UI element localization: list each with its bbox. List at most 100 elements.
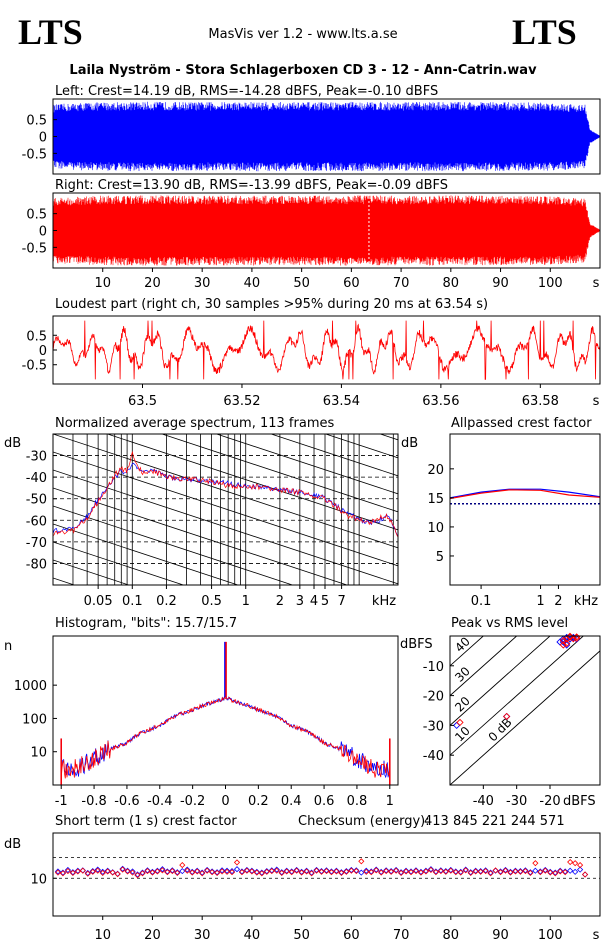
loudest-part-ytick-label: -0.5 (22, 359, 47, 374)
app-title: MasVis ver 1.2 - www.lts.a.se (208, 27, 397, 42)
short-term-point-left (552, 869, 559, 876)
spectrum-slope-line (53, 541, 185, 585)
histogram-curve-left (60, 696, 391, 780)
short-term-point-right (64, 868, 71, 875)
spectrum-title: Normalized average spectrum, 113 frames (55, 416, 334, 431)
short-term-point-right (263, 868, 270, 875)
short-term-point-right (412, 868, 420, 875)
right-waveform-xtick-label: s (593, 276, 600, 291)
short-term-point-left (378, 868, 385, 875)
short-term-point-right (238, 869, 246, 876)
short-term-point-left (189, 868, 196, 875)
short-term-point-right (427, 866, 434, 874)
crest-factor-ytick-label: 10 (427, 521, 444, 536)
short-term-point-right (402, 868, 410, 875)
spectrum-slope-line (53, 434, 398, 549)
short-term-point-left (64, 866, 71, 874)
crest-factor-ytick-label: 15 (427, 492, 444, 507)
short-term-point-left (427, 866, 434, 873)
histogram-xtick-label: 0.2 (248, 794, 269, 809)
short-term-point-right (452, 869, 459, 876)
left-waveform-ytick-label: -0.5 (22, 147, 47, 162)
short-term-point-right (323, 868, 330, 875)
peak-vs-rms-point-right (566, 632, 574, 640)
short-term-point-right (398, 869, 405, 877)
short-term-point-right (204, 867, 211, 874)
short-term-point-right (159, 867, 166, 874)
short-term-point-right (348, 867, 355, 874)
short-term-xtick-label: 90 (492, 928, 509, 943)
peak-vs-rms-diagonal-label: 40 (452, 634, 473, 655)
short-term-point-left (383, 867, 390, 874)
short-term-point-right (328, 869, 335, 876)
short-term-point-right (144, 868, 151, 875)
histogram-curves (60, 641, 391, 785)
file-title: Laila Nyström - Stora Schlagerboxen CD 3… (69, 63, 537, 78)
spectrum-xtick-label: 2 (276, 594, 284, 609)
short-term-point-right (99, 869, 106, 877)
peak-vs-rms-xtick-label: -40 (473, 794, 494, 809)
spectrum-xtick-label: 1 (242, 594, 250, 609)
short-term-point-right (358, 858, 365, 865)
short-term-point-left (572, 868, 579, 875)
spectrum-slope-line (269, 434, 398, 477)
right-waveform-xtick-label: 50 (293, 276, 310, 291)
short-term-point-right (298, 869, 305, 876)
crest-factor-frame (449, 433, 601, 586)
short-term-point-left (169, 867, 176, 874)
right-waveform-ytick-label: 0 (39, 225, 47, 240)
short-term-point-left (99, 868, 106, 875)
loudest-part-signal (52, 320, 601, 380)
short-term-crest-axes: 10 10 20 30 40 50 60 70 80 90 100 s (30, 872, 599, 943)
spectrum-xtick-label: 0.1 (122, 594, 143, 609)
spectrum-slope-line (53, 487, 349, 585)
short-term-point-right (577, 862, 584, 869)
short-term-point-left (422, 867, 430, 874)
crest-curve-left (449, 488, 601, 499)
right-waveform-xtick-label: 60 (343, 276, 360, 291)
spectrum-slope-line (160, 434, 398, 513)
spectrum-frame (52, 433, 399, 586)
spectrum-xtick-label: 0.2 (156, 594, 177, 609)
short-term-point-right (417, 869, 425, 876)
short-term-point-right (527, 869, 534, 877)
short-term-point-left (477, 868, 484, 875)
short-term-point-left (233, 866, 241, 873)
spectrum-slope-line (53, 559, 131, 585)
peak-vs-rms-ylabel: dBFS (400, 637, 433, 652)
short-term-point-right (268, 868, 275, 875)
short-term-point-right (308, 870, 315, 877)
short-term-point-left (348, 866, 355, 874)
panel-short-term-crest: 10 10 20 30 40 50 60 70 80 90 100 s (30, 832, 601, 943)
short-term-point-right (223, 868, 231, 875)
peak-vs-rms-point-right (563, 639, 571, 648)
spectrum-xtick-label: 4 (310, 594, 318, 609)
short-term-point-right (258, 870, 265, 877)
right-waveform-xtick-label: 20 (144, 276, 161, 291)
peak-vs-rms-ytick-label: -20 (423, 690, 444, 705)
crest-factor-xtick-label: 1 (536, 594, 544, 609)
short-term-point-right (462, 867, 469, 874)
short-term-point-left (283, 867, 290, 874)
right-waveform-title: Right: Crest=13.90 dB, RMS=-13.99 dBFS, … (55, 178, 448, 193)
short-term-point-left (507, 868, 514, 875)
spectrum-xtick-label: 5 (321, 594, 329, 609)
short-term-point-left (303, 867, 310, 874)
short-term-point-left (214, 869, 221, 876)
short-term-point-right (154, 868, 161, 875)
panel-right-waveform: 0.5 0-0.5 10 20 30 40 50 60 70 80 90 100 s (22, 192, 601, 291)
short-term-point-left (54, 868, 62, 875)
panel-crest-factor: 20 15 10 5 0.1 1 2 kHz (427, 433, 601, 609)
peak-vs-rms-ytick-label: -40 (423, 749, 444, 764)
peak-vs-rms-diagonal-label: 20 (452, 694, 473, 715)
panel-spectrum: -30 -40 -50 -60 -70 -80 0.05 0.1 0.2 0.5 1 2 3 4 5 7 kHz (26, 433, 399, 609)
short-term-point-left (219, 867, 226, 874)
short-term-point-right (124, 868, 131, 875)
short-term-point-left (442, 868, 449, 875)
logo-right: LTS (512, 12, 577, 52)
peak-vs-rms-axes: -10 -20 -30 -40 -40 -30 -20 (423, 660, 561, 809)
short-term-point-right (288, 869, 295, 876)
short-term-point-right (333, 868, 340, 875)
short-term-point-right (407, 869, 415, 876)
short-term-point-right (149, 869, 156, 876)
